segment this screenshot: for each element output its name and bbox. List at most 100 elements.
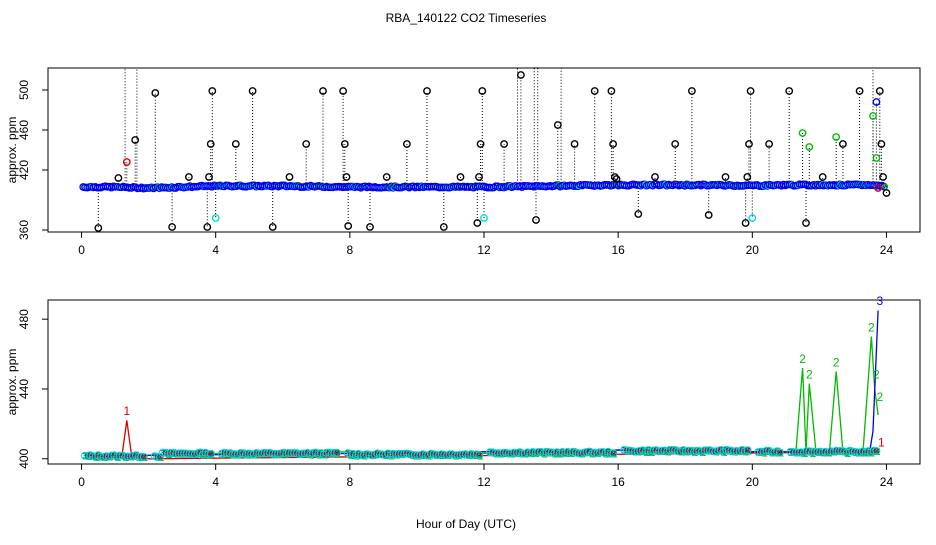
series-2-marker: 2 bbox=[531, 447, 537, 459]
top-panel-points bbox=[79, 71, 891, 232]
series-2-marker: 2 bbox=[867, 446, 873, 458]
baseline-circle bbox=[427, 449, 435, 458]
series-3-marker: 3 bbox=[87, 450, 93, 462]
series-3-marker: 3 bbox=[769, 447, 775, 459]
series-1-marker: 1 bbox=[842, 446, 848, 458]
series-2-marker: 2 bbox=[818, 447, 824, 459]
series-3-marker: 3 bbox=[280, 448, 286, 460]
series-1-marker: 1 bbox=[198, 448, 204, 460]
series-2-marker: 2 bbox=[110, 451, 116, 463]
series-2-marker: 2 bbox=[518, 447, 524, 459]
series-1-marker: 1 bbox=[163, 448, 169, 460]
baseline-circle bbox=[518, 449, 527, 458]
series-2-marker: 2 bbox=[504, 448, 510, 460]
bottom-panel-x-tick-label: 8 bbox=[347, 475, 354, 489]
series-1-marker: 1 bbox=[544, 447, 550, 459]
series-2-marker: 2 bbox=[628, 446, 634, 458]
series-label: 2 bbox=[833, 355, 840, 369]
baseline-circle bbox=[606, 449, 615, 458]
series-1-marker: 1 bbox=[772, 447, 778, 459]
series-2-marker: 2 bbox=[738, 446, 744, 458]
series-3-marker: 3 bbox=[570, 447, 576, 459]
series-2-marker: 2 bbox=[268, 448, 274, 460]
spike-black-point bbox=[366, 223, 374, 231]
baseline-circle bbox=[826, 447, 835, 456]
series-3-marker: 3 bbox=[734, 446, 740, 458]
series-3-marker: 3 bbox=[586, 447, 592, 459]
series-2-marker: 2 bbox=[765, 446, 771, 458]
series-2-marker: 2 bbox=[638, 446, 644, 458]
series-3-marker: 3 bbox=[597, 447, 603, 459]
series-2-marker: 2 bbox=[123, 452, 129, 464]
baseline-circle bbox=[107, 451, 116, 460]
baseline-circle bbox=[330, 448, 339, 457]
baseline-circle bbox=[668, 445, 677, 454]
series-1-marker: 1 bbox=[713, 447, 719, 459]
series-1-marker: 1 bbox=[496, 448, 502, 460]
series-2-marker: 2 bbox=[695, 446, 701, 458]
series-1-marker: 1 bbox=[243, 449, 249, 461]
series-1-marker: 1 bbox=[273, 449, 279, 461]
series-2-marker: 2 bbox=[756, 447, 762, 459]
series-2-marker: 2 bbox=[762, 447, 768, 459]
series-2-marker: 2 bbox=[622, 445, 628, 457]
series-2-marker: 2 bbox=[381, 450, 387, 462]
series-1-marker: 1 bbox=[836, 446, 842, 458]
series-1-marker: 1 bbox=[654, 445, 660, 457]
series-2-marker: 2 bbox=[856, 447, 862, 459]
series-1-marker: 1 bbox=[123, 452, 129, 464]
series-2-marker: 2 bbox=[655, 445, 661, 457]
series-2-marker: 2 bbox=[523, 449, 529, 461]
baseline-circle bbox=[810, 447, 819, 456]
baseline-circle bbox=[486, 448, 494, 457]
series-2-marker: 2 bbox=[129, 452, 135, 464]
series-2-marker: 2 bbox=[547, 447, 553, 459]
baseline-circle bbox=[596, 448, 604, 457]
series-1-marker: 1 bbox=[141, 452, 147, 464]
series-3-marker: 3 bbox=[203, 448, 209, 460]
bottom-panel-y-axis: 400 440 480 bbox=[17, 309, 48, 469]
series-1-marker: 1 bbox=[335, 448, 341, 460]
baseline-circle bbox=[794, 448, 803, 457]
series-2-marker: 2 bbox=[115, 452, 121, 464]
series-2-marker: 2 bbox=[429, 449, 435, 461]
series-2-marker: 2 bbox=[405, 449, 411, 461]
spike-black-point bbox=[285, 173, 294, 181]
series-2-line bbox=[88, 336, 879, 456]
series-1-marker: 1 bbox=[839, 446, 845, 458]
series-3-marker: 3 bbox=[653, 445, 659, 457]
baseline-circle bbox=[574, 449, 583, 458]
series-2-marker: 2 bbox=[526, 447, 532, 459]
series-3-marker: 3 bbox=[154, 452, 160, 464]
bottom-panel-markers: 3123123123123123123123123123123123123123… bbox=[80, 445, 881, 464]
series-1-marker: 1 bbox=[474, 449, 480, 461]
series-2-marker: 2 bbox=[539, 447, 545, 459]
series-1-marker: 1 bbox=[659, 446, 665, 458]
series-label: 2 bbox=[806, 368, 813, 382]
series-2-marker: 2 bbox=[668, 445, 674, 457]
series-1-marker: 1 bbox=[498, 449, 504, 461]
series-2-marker: 2 bbox=[397, 449, 403, 461]
series-2-marker: 2 bbox=[802, 448, 808, 460]
series-1-marker: 1 bbox=[139, 452, 145, 464]
series-1-marker: 1 bbox=[225, 448, 231, 460]
series-2-marker: 2 bbox=[778, 448, 784, 460]
spike-black-point bbox=[168, 223, 177, 231]
series-2-marker: 2 bbox=[706, 445, 712, 457]
series-2-marker: 2 bbox=[279, 449, 285, 461]
series-2-marker: 2 bbox=[86, 451, 92, 463]
baseline-circle bbox=[459, 450, 468, 459]
spike-black-point bbox=[114, 174, 123, 182]
bottom-panel-x-axis: 0 4 8 12 16 20 24 bbox=[78, 464, 893, 489]
series-1-marker: 1 bbox=[571, 447, 577, 459]
spike-black-point bbox=[688, 87, 696, 95]
series-1-marker: 1 bbox=[745, 445, 751, 457]
series-1-marker: 1 bbox=[506, 448, 512, 460]
series-3-marker: 3 bbox=[645, 445, 651, 457]
series-1-marker: 1 bbox=[724, 445, 730, 457]
series-1-marker: 1 bbox=[579, 449, 585, 461]
spike-black-point bbox=[473, 219, 482, 227]
series-1-marker: 1 bbox=[268, 448, 274, 460]
series-1-marker: 1 bbox=[415, 450, 421, 462]
spike-red-point bbox=[122, 158, 131, 166]
